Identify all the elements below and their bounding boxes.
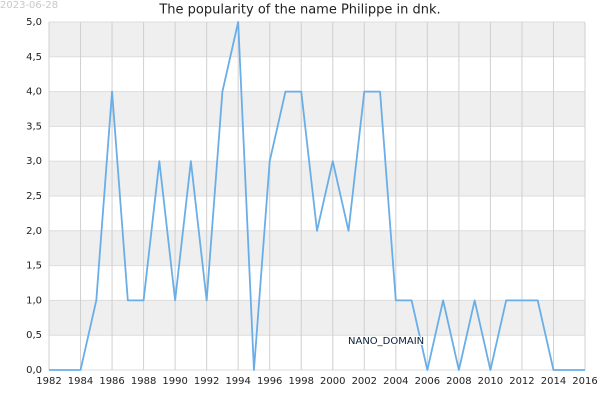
x-tick-label: 2010 xyxy=(478,376,503,387)
y-tick-label: 0,5 xyxy=(26,330,42,341)
y-tick-label: 3,5 xyxy=(26,121,42,132)
grid-band xyxy=(49,230,585,266)
x-tick-label: 2002 xyxy=(352,376,377,387)
x-tick-label: 1998 xyxy=(289,376,314,387)
x-tick-label: 1986 xyxy=(99,376,124,387)
y-tick-label: 4,0 xyxy=(26,87,42,98)
x-tick-label: 1996 xyxy=(257,376,282,387)
grid-band xyxy=(49,22,585,57)
x-tick-label: 2006 xyxy=(415,376,440,387)
plot-background xyxy=(48,21,586,371)
x-tick-label: 1992 xyxy=(194,376,219,387)
x-tick-label: 2014 xyxy=(541,376,566,387)
grid-band xyxy=(49,161,585,196)
x-tick-label: 2012 xyxy=(509,376,534,387)
x-tick-label: 1984 xyxy=(68,376,93,387)
x-tick-label: 1990 xyxy=(162,376,187,387)
y-tick-label: 5,0 xyxy=(26,17,42,28)
y-tick-label: 2,5 xyxy=(26,191,42,202)
x-tick-label: 1982 xyxy=(36,376,61,387)
x-tick-label: 2008 xyxy=(446,376,471,387)
y-tick-label: 0,0 xyxy=(26,365,42,376)
grid-band xyxy=(49,300,585,336)
chart-title: The popularity of the name Philippe in d… xyxy=(158,3,440,18)
y-tick-label: 1,0 xyxy=(26,295,42,306)
x-tick-label: 2004 xyxy=(383,376,408,387)
y-tick-label: 1,5 xyxy=(26,261,42,272)
x-tick-label: 1994 xyxy=(225,376,250,387)
x-tick-label: 2000 xyxy=(320,376,345,387)
x-tick-label: 2016 xyxy=(572,376,597,387)
annotation: NANO_DOMAIN xyxy=(348,336,424,347)
date-stamp: 2023-06-28 xyxy=(0,0,58,11)
grid-band xyxy=(49,91,585,127)
y-tick-label: 2,0 xyxy=(26,226,42,237)
y-tick-label: 4,5 xyxy=(26,52,42,63)
x-tick-label: 1988 xyxy=(131,376,156,387)
y-tick-label: 3,0 xyxy=(26,156,42,167)
data-line xyxy=(49,21,585,371)
